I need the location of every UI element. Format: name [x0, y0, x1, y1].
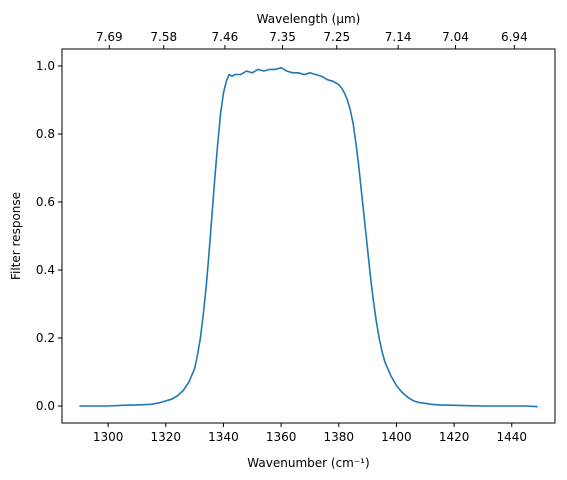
x-tick-label: 1420: [439, 430, 470, 444]
top-tick-label: 7.14: [385, 30, 412, 44]
top-tick-label: 7.46: [212, 30, 239, 44]
top-axis-label: Wavelength (μm): [257, 12, 361, 26]
x-tick-label: 1380: [323, 430, 354, 444]
x-tick-label: 1340: [208, 430, 239, 444]
top-tick-label: 7.25: [323, 30, 350, 44]
top-tick-label: 7.69: [96, 30, 123, 44]
x-tick-label: 1400: [381, 430, 412, 444]
top-tick-label: 6.94: [501, 30, 528, 44]
top-axis-ticks: 7.69 7.58 7.46 7.35 7.25 7.14 7.04 6.94: [96, 30, 528, 49]
series-line: [79, 66, 538, 408]
y-tick-label: 0.8: [36, 127, 55, 141]
x-tick-label: 1320: [151, 430, 182, 444]
plot-area: 1300 1320 1340 1360 1380 1400 1420 1440 0.00.20…: [36, 30, 556, 444]
y-tick-label: 0.0: [36, 399, 55, 413]
y-axis-label: Filter response: [9, 192, 23, 280]
x-tick-label: 1300: [93, 430, 124, 444]
y-tick-label: 0.6: [36, 195, 55, 209]
y-tick-label: 0.2: [36, 331, 55, 345]
y-axis-ticks: 0.0 0.2 0.4 0.6 0.8 1.0: [36, 59, 62, 413]
top-tick-label: 7.04: [442, 30, 469, 44]
x-axis-label: Wavenumber (cm⁻¹): [247, 456, 369, 470]
x-tick-label: 1360: [266, 430, 297, 444]
y-tick-label: 1.0: [36, 59, 55, 73]
top-tick-label: 7.58: [150, 30, 177, 44]
x-tick-label: 1440: [496, 430, 527, 444]
top-tick-label: 7.35: [269, 30, 296, 44]
y-tick-label: 0.4: [36, 263, 55, 277]
axes-frame: [61, 48, 556, 424]
x-axis-ticks: 1300 1320 1340 1360 1380 1400 1420 1440: [93, 423, 527, 444]
